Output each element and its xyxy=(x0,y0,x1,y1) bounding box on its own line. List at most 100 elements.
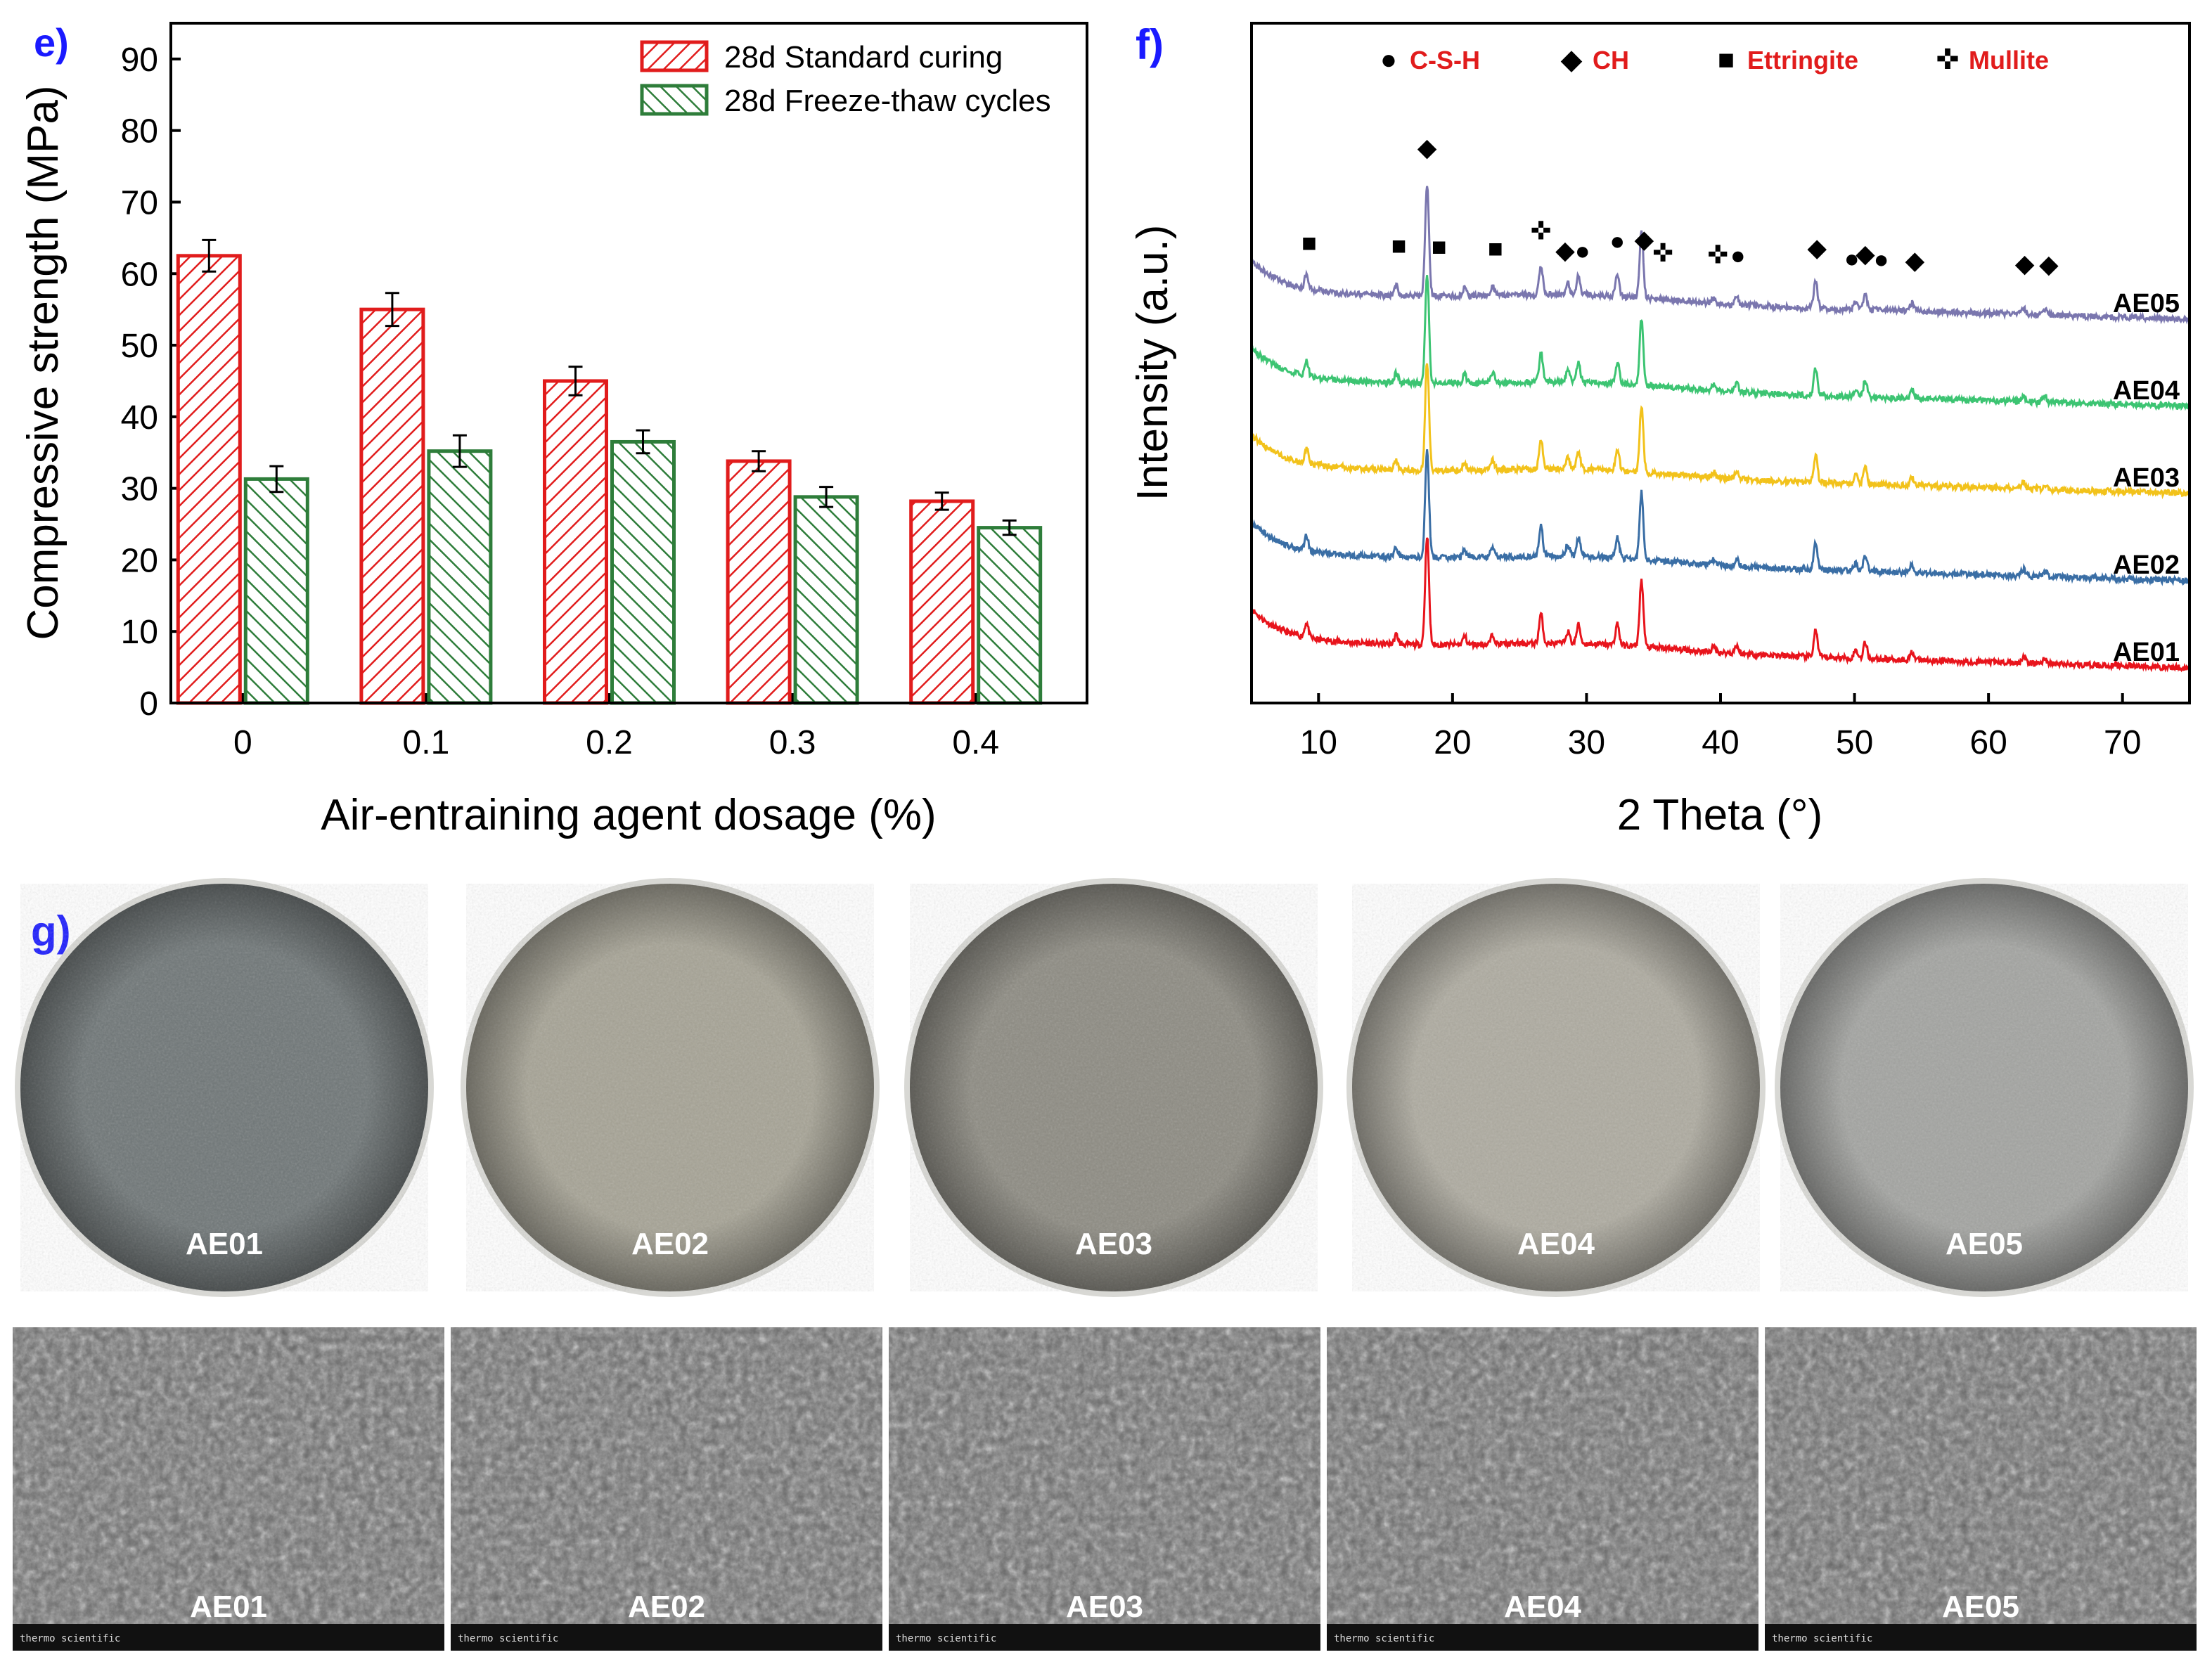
xrd-line-ae03 xyxy=(1252,363,2190,500)
disc-shading xyxy=(20,884,428,1291)
x-axis-ticks: 0 0.1 0.2 0.3 0.4 xyxy=(233,693,999,761)
sem-image-ae05: thermo scientific AE05 xyxy=(1765,1327,2197,1651)
sem-texture xyxy=(889,1327,1320,1651)
xrd-sample-labels: AE01 AE02 AE03 AE04 AE05 xyxy=(2113,289,2180,667)
sem-info-bar xyxy=(1765,1624,2197,1651)
disc-shading xyxy=(1352,884,1760,1291)
sem-label: AE05 xyxy=(1942,1590,2019,1624)
plot-frame-f xyxy=(1250,22,2191,704)
bar-standard-curing xyxy=(176,254,242,705)
legend-label-phase: CH xyxy=(1593,46,1629,75)
sem-texture xyxy=(1327,1327,1758,1651)
peak-marker: ■ xyxy=(1488,233,1503,262)
y-axis-ticks: 0 10 20 30 40 50 60 70 80 90 xyxy=(121,41,181,723)
specimen-photo-ae04: AE04 xyxy=(1346,878,1766,1297)
peak-marker: ◆ xyxy=(1856,239,1875,268)
y-tick-label: 80 xyxy=(121,113,158,150)
legend-label-phase: Ettringite xyxy=(1747,46,1858,75)
peak-marker: ■ xyxy=(1301,228,1317,257)
peak-marker: ■ xyxy=(1432,232,1447,261)
xrd-peak-markers: ■ ■◆■ ■✜◆ ● ● ◆✜ ✜ ● ◆ ●◆● ◆ ◆ ◆ xyxy=(1301,133,2059,278)
sem-texture xyxy=(1765,1327,2197,1651)
panel-e-bar-chart: e) 0 10 20 30 40 50 60 70 80 90 0 0.1 0.2 0.3 0.4 Com… xyxy=(19,20,1088,839)
y-tick-label: 10 xyxy=(121,614,158,651)
disc-shading xyxy=(466,884,874,1291)
x-tick-label: 0.3 xyxy=(769,724,816,761)
bar-standard-curing xyxy=(909,499,975,705)
legend-label-phase: Mullite xyxy=(1969,46,2049,75)
x-tick-label-f: 50 xyxy=(1836,724,1873,761)
bar-standard-curing xyxy=(543,379,608,705)
sem-footer-text: thermo scientific xyxy=(1772,1633,1872,1644)
specimen-label: AE01 xyxy=(186,1227,263,1261)
panel-label-g: g) xyxy=(31,908,71,955)
specimen-photo-ae03: AE03 xyxy=(904,878,1323,1297)
bar-freeze-thaw xyxy=(243,477,309,705)
y-tick-label: 70 xyxy=(121,184,158,221)
sem-label: AE03 xyxy=(1066,1590,1143,1624)
y-tick-label: 30 xyxy=(121,471,158,508)
sem-texture xyxy=(13,1327,444,1651)
y-tick-label: 20 xyxy=(121,542,158,579)
legend-label-phase: C-S-H xyxy=(1410,46,1480,75)
sem-image-ae01: thermo scientific AE01 xyxy=(13,1327,444,1651)
panel-g-photos: g) AE01 AE02 AE03 AE04 AE05 thermo scientifi… xyxy=(13,878,2197,1651)
sem-info-bar xyxy=(1327,1624,1758,1651)
legend-marker: ✜ xyxy=(1936,44,1960,75)
peak-marker: ◆ xyxy=(2015,249,2035,278)
legend-marker: ◆ xyxy=(1561,44,1583,75)
bar-freeze-thaw xyxy=(977,526,1043,705)
xrd-series-label: AE05 xyxy=(2113,289,2180,318)
x-tick-label-f: 60 xyxy=(1969,724,2007,761)
xrd-line-ae01 xyxy=(1252,537,2190,673)
peak-marker: ● xyxy=(1609,226,1625,255)
x-axis-title-e: Air-entraining agent dosage (%) xyxy=(321,791,936,839)
xrd-series-label: AE02 xyxy=(2113,550,2180,580)
bar-freeze-thaw xyxy=(793,495,859,705)
y-tick-label: 0 xyxy=(139,685,158,723)
sem-image-ae03: thermo scientific AE03 xyxy=(889,1327,1320,1651)
specimen-photo-ae02: AE02 xyxy=(461,878,880,1297)
peak-marker: ● xyxy=(1844,244,1860,273)
x-tick-label-f: 30 xyxy=(1568,724,1605,761)
peak-marker: ✜ xyxy=(1531,217,1552,245)
peak-marker: ◆ xyxy=(1635,224,1654,253)
plot-frame-e xyxy=(169,22,1088,704)
peak-marker: ✜ xyxy=(1707,240,1728,269)
legend-marker: ● xyxy=(1380,44,1397,75)
disc-shading xyxy=(910,884,1318,1291)
peak-marker: ● xyxy=(1575,236,1590,265)
sem-footer-text: thermo scientific xyxy=(1334,1633,1434,1644)
xrd-series-label: AE01 xyxy=(2113,638,2180,667)
xrd-line-ae05 xyxy=(1252,186,2190,325)
bar-freeze-thaw xyxy=(610,439,676,705)
panel-f-xrd-chart: f) ■ ■◆■ ■✜◆ ● ● ◆✜ ✜ ● ◆ ●◆● ◆ ◆ ◆ ● C-S-H ◆ CH ■ Ettrin… xyxy=(1128,21,2191,839)
x-axis-ticks-f: 10 20 30 40 50 60 70 xyxy=(1300,693,2141,761)
xrd-line-ae02 xyxy=(1252,449,2190,586)
peak-marker: ◆ xyxy=(1905,246,1924,275)
bar-standard-curing xyxy=(359,307,425,705)
sem-footer-text: thermo scientific xyxy=(458,1633,558,1644)
x-tick-label: 0.4 xyxy=(952,724,999,761)
xrd-phase-legend: ● C-S-H ◆ CH ■ Ettringite ✜ Mullite xyxy=(1380,44,2049,75)
legend-label-standard: 28d Standard curing xyxy=(724,40,1003,75)
specimen-photos: AE01 AE02 AE03 AE04 AE05 xyxy=(15,878,2194,1297)
y-tick-label: 60 xyxy=(121,256,158,293)
y-axis-title-f: Intensity (a.u.) xyxy=(1128,225,1177,501)
peak-marker: ● xyxy=(1874,245,1889,273)
y-tick-label: 40 xyxy=(121,399,158,437)
x-axis-title-f: 2 Theta (°) xyxy=(1617,791,1822,839)
xrd-patterns xyxy=(1252,186,2190,673)
legend-label-freeze: 28d Freeze-thaw cycles xyxy=(724,84,1051,118)
x-tick-label: 0.1 xyxy=(403,724,450,761)
peak-marker: ■ xyxy=(1391,231,1407,259)
y-tick-label: 50 xyxy=(121,328,158,365)
peak-marker: ◆ xyxy=(1807,233,1827,262)
sem-image-ae02: thermo scientific AE02 xyxy=(451,1327,882,1651)
x-tick-label-f: 40 xyxy=(1702,724,1739,761)
legend-swatch-freeze xyxy=(640,84,709,116)
specimen-label: AE05 xyxy=(1946,1227,2023,1261)
y-axis-title-e: Compressive strength (MPa) xyxy=(19,85,67,640)
sem-label: AE01 xyxy=(190,1590,267,1624)
peak-marker: ◆ xyxy=(1417,133,1437,162)
